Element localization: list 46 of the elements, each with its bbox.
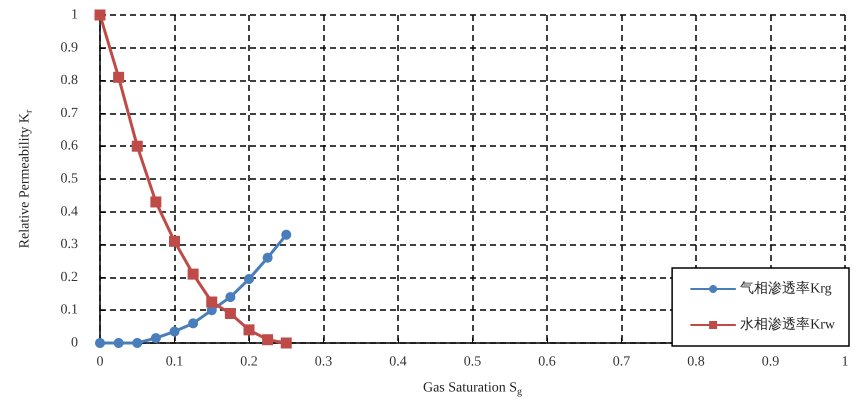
y-tick-label: 0.4: [60, 204, 78, 220]
y-tick-label: 0.6: [60, 138, 78, 154]
point: [132, 338, 142, 348]
y-tick-label: 0.8: [60, 73, 78, 88]
point: [94, 10, 106, 20]
point: [169, 236, 180, 247]
y-tick-label: 0.3: [60, 237, 78, 252]
point: [188, 318, 198, 328]
x-tick-label: 0.1: [166, 354, 184, 370]
y-tick-label: 0: [71, 336, 78, 350]
y-tick-label: 0.2: [60, 270, 78, 285]
legend-label: 水相渗透率Krw: [740, 316, 836, 332]
point: [225, 292, 236, 302]
x-tick-label: 0.6: [538, 354, 556, 370]
x-tick-label: 0.7: [612, 354, 630, 370]
y-axis-title: Relative Permeability Kr: [18, 109, 34, 248]
y-tick-label: 0.1: [60, 302, 78, 318]
point: [262, 334, 274, 346]
x-tick-label: 0: [96, 354, 104, 370]
point: [170, 326, 180, 337]
y-tick-label: 0.9: [60, 40, 78, 56]
point: [150, 196, 162, 208]
point: [206, 296, 218, 308]
point: [113, 72, 124, 83]
y-tick-label: 0.5: [60, 172, 78, 186]
point: [281, 230, 292, 240]
x-tick-label: 0.9: [762, 354, 780, 370]
point: [280, 338, 292, 348]
point: [262, 252, 273, 263]
x-tick-label: 1: [842, 354, 848, 370]
point: [95, 338, 105, 348]
point: [132, 140, 143, 152]
x-tick-label: 0.3: [314, 354, 332, 370]
point: [114, 338, 124, 348]
x-tick-label: 0.2: [240, 354, 258, 370]
y-tick-label: 0.7: [60, 106, 78, 121]
point: [150, 333, 161, 344]
point: [244, 274, 254, 284]
x-tick-label: 0.8: [687, 354, 705, 370]
legend-label: 气相渗透率Krg: [740, 280, 832, 296]
x-tick-label: 0.4: [389, 354, 407, 370]
x-tick-label: 0.5: [464, 354, 482, 370]
y-tick-label: 1: [71, 8, 78, 22]
point: [188, 268, 199, 280]
point: [244, 324, 254, 336]
point: [224, 308, 236, 319]
